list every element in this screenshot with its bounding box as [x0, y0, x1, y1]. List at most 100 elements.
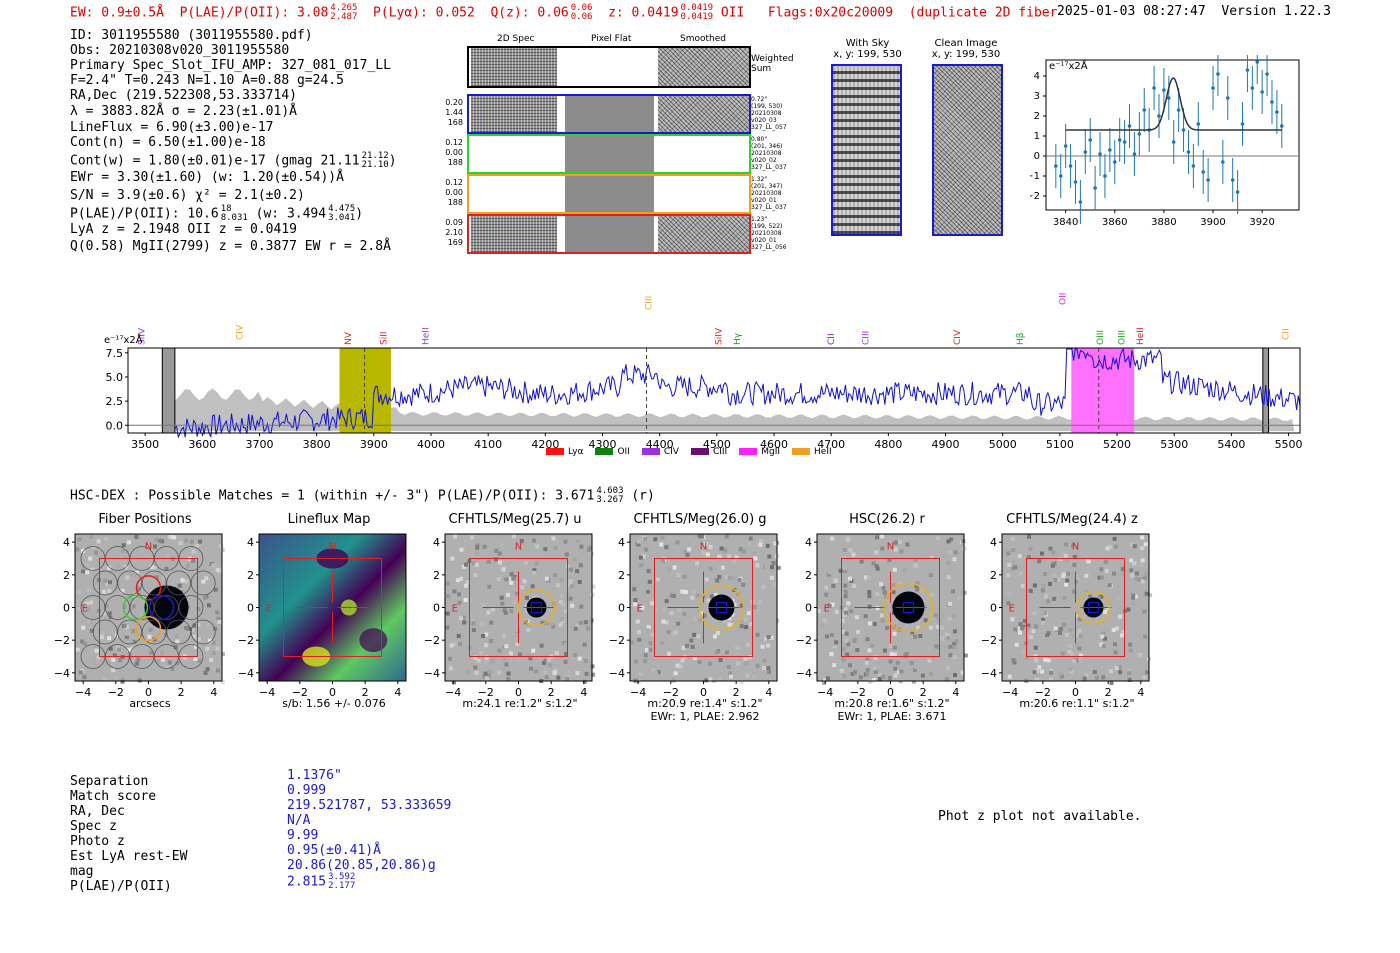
cutout-noise-pixel: [1035, 669, 1039, 674]
cutout-noise-pixel: [692, 617, 697, 622]
cutout-noise-pixel: [758, 599, 763, 604]
cutout-noise-pixel: [929, 555, 934, 560]
cutout-noise-pixel: [465, 669, 470, 674]
cutout-noise-pixel: [928, 573, 933, 578]
cutout-noise-pixel: [703, 542, 708, 547]
cutout-noise-pixel: [1109, 681, 1114, 685]
cutout-noise-pixel: [141, 599, 146, 604]
cutout-noise-pixel: [817, 609, 822, 614]
spec2d-row-left-labels: 0.20 1.44 168: [445, 98, 463, 127]
cutout-noise-pixel: [1014, 668, 1019, 673]
cutout-noise-pixel: [1139, 563, 1144, 567]
cutout-noise-pixel: [1010, 617, 1015, 622]
cutout-noise-pixel: [661, 558, 665, 563]
cutout-noise-pixel: [81, 564, 86, 569]
spectrum-edge-mask-left: [161, 347, 176, 434]
cutout-noise-pixel: [637, 630, 641, 635]
cutout-noise-pixel: [844, 638, 849, 643]
cutout-noise-pixel: [1097, 575, 1102, 580]
north-label: N: [515, 541, 522, 552]
cutout-noise-pixel: [1022, 618, 1027, 623]
cutout-noise-pixel: [845, 652, 850, 657]
cutout-noise-pixel: [1013, 565, 1018, 570]
legend-label: MgII: [761, 447, 781, 457]
cutout-noise-pixel: [481, 603, 486, 608]
cutout-noise-pixel: [1076, 632, 1081, 637]
cutout-noise-pixel: [846, 601, 851, 606]
cutout-noise-pixel: [501, 634, 506, 639]
cutout-noise-pixel: [184, 625, 188, 630]
cutout-noise-pixel: [566, 670, 571, 674]
cutout-noise-pixel: [458, 641, 462, 646]
cutout-noise-pixel: [75, 547, 80, 552]
cutout-xtick-label: 2: [362, 686, 369, 699]
cutout-noise-pixel: [680, 589, 685, 594]
cutout-noise-pixel: [1144, 572, 1149, 577]
cutout-noise-pixel: [455, 578, 460, 583]
cutout-noise-pixel: [1064, 542, 1069, 547]
cutout-noise-pixel: [1131, 601, 1136, 606]
zoom-point: [1073, 180, 1078, 184]
cutout-noise-pixel: [687, 547, 692, 552]
cutout-noise-pixel: [451, 680, 456, 685]
cutout-noise-pixel: [138, 578, 143, 583]
cutout-noise-pixel: [219, 543, 224, 548]
ellipse-aperture: [1076, 590, 1111, 625]
cutout-noise-pixel: [654, 608, 659, 613]
cutout-noise-pixel: [99, 544, 104, 549]
cutout-noise-pixel: [880, 618, 885, 623]
zoom-plot-frame: [1045, 59, 1300, 211]
cutout-noise-pixel: [672, 678, 676, 683]
cutout-noise-pixel: [85, 570, 90, 575]
cutout-noise-pixel: [867, 604, 872, 609]
cutout-noise-pixel: [482, 544, 487, 549]
cutout-noise-pixel: [899, 623, 904, 628]
cutout-caption: m:20.8 re:1.6" s:1.2": [834, 697, 950, 710]
cutout-noise-pixel: [1140, 535, 1145, 540]
cutout-noise-pixel: [744, 625, 749, 630]
cutout-noise-pixel: [1048, 581, 1052, 586]
cutout-noise-pixel: [872, 678, 877, 682]
cutout-noise-pixel: [719, 546, 724, 551]
cutout-noise-pixel: [692, 655, 697, 660]
cutout-noise-pixel: [196, 607, 201, 612]
cutout-noise-pixel: [829, 652, 834, 657]
cutout-noise-pixel: [1022, 628, 1027, 633]
cutout-noise-pixel: [870, 643, 875, 648]
cutout-noise-pixel: [486, 610, 491, 615]
cutout-noise-pixel: [825, 634, 829, 639]
cutout-noise-pixel: [506, 592, 510, 597]
cutout-noise-pixel: [120, 548, 125, 553]
cutout-noise-pixel: [824, 585, 829, 590]
cutout-noise-pixel: [1034, 658, 1039, 663]
cutout-noise-pixel: [723, 622, 728, 627]
cutout-noise-pixel: [843, 568, 848, 573]
cutout-noise-pixel: [705, 552, 710, 557]
cutout-noise-pixel: [1037, 665, 1042, 670]
cutout-noise-pixel: [1017, 554, 1022, 559]
legend-swatch: [595, 448, 614, 455]
cutout-noise-pixel: [883, 648, 887, 653]
cutout-noise-pixel: [1112, 536, 1117, 541]
cutout-noise-pixel: [89, 535, 94, 539]
cutout-caption: m:20.9 re:1.4" s:1.2": [647, 697, 763, 710]
cutout-noise-pixel: [875, 592, 880, 597]
east-label: E: [452, 604, 458, 615]
cutout-noise-pixel: [116, 647, 121, 652]
cutout-noise-pixel: [882, 590, 887, 595]
cutout-noise-pixel: [1043, 572, 1047, 576]
cutout-noise-pixel: [534, 561, 539, 566]
cutout-noise-pixel: [1140, 579, 1145, 584]
cutout-noise-pixel: [509, 609, 514, 614]
cutout-noise-pixel: [147, 634, 152, 639]
cutout-noise-pixel: [911, 679, 916, 684]
cutout-noise-pixel: [471, 621, 476, 626]
cutout-noise-pixel: [1132, 561, 1137, 566]
cutout-noise-pixel: [1043, 594, 1048, 599]
cutout-noise-pixel: [1075, 572, 1080, 577]
cutout-noise-pixel: [842, 555, 847, 560]
zoom-point: [1142, 108, 1147, 112]
cutout-noise-pixel: [1052, 573, 1057, 577]
cutout-noise-pixel: [559, 617, 564, 622]
cutout-noise-pixel: [171, 642, 176, 647]
